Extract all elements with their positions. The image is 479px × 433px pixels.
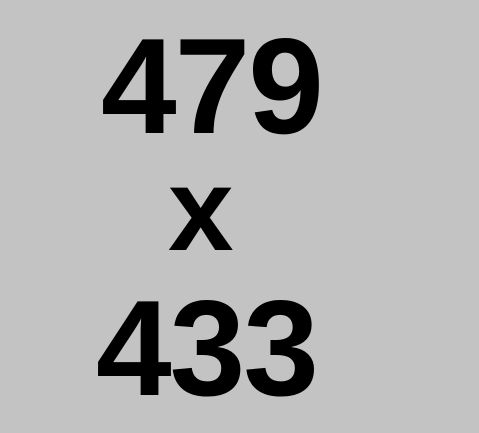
separator-label: x (168, 144, 234, 276)
width-label: 479 (101, 10, 324, 162)
height-label: 433 (96, 272, 319, 424)
